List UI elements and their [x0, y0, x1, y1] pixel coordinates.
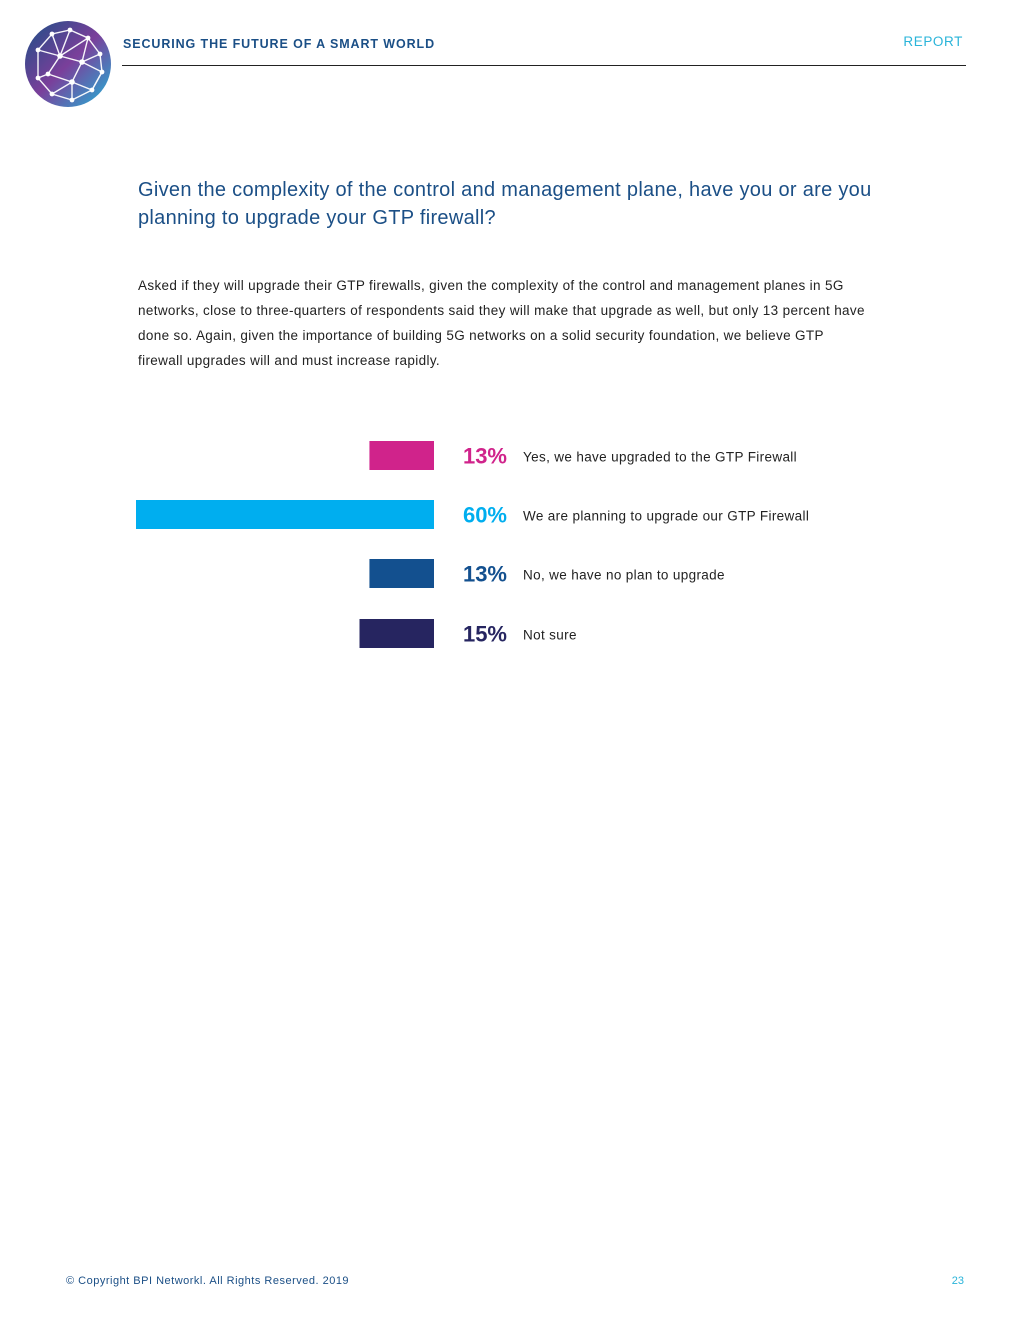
page-number: 23 [951, 1275, 964, 1287]
bar-4 [359, 619, 434, 648]
bar-2 [136, 500, 434, 529]
category-label-2: We are planning to upgrade our GTP Firew… [523, 509, 809, 524]
category-label-4: Not sure [523, 628, 577, 643]
category-label-3: No, we have no plan to upgrade [523, 568, 725, 583]
body-paragraph: Asked if they will upgrade their GTP fir… [138, 278, 865, 368]
bar-3 [369, 559, 434, 588]
header-title: SECURING THE FUTURE OF A SMART WORLD [123, 37, 436, 51]
value-label-1: 13% [463, 444, 507, 469]
bar-1 [369, 441, 434, 470]
report-label: REPORT [903, 34, 963, 49]
value-label-3: 13% [463, 562, 507, 587]
footer-copyright: © Copyright BPI Networkl. All Rights Res… [66, 1275, 350, 1287]
value-label-4: 15% [463, 622, 507, 647]
network-globe-logo-icon [25, 21, 111, 107]
survey-question: Given the complexity of the control and … [138, 179, 872, 229]
header-divider [122, 65, 966, 66]
bar-chart: 13% Yes, we have upgraded to the GTP Fire… [136, 441, 809, 648]
category-label-1: Yes, we have upgraded to the GTP Firewal… [523, 450, 797, 465]
value-label-2: 60% [463, 503, 507, 528]
